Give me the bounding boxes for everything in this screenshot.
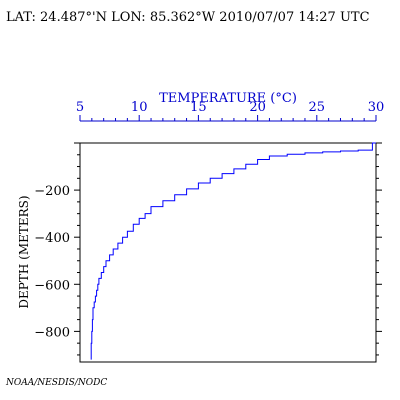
y-axis-title: DEPTH (METERS) bbox=[17, 195, 31, 308]
plot-frame bbox=[79, 142, 377, 363]
x-tick-label: 25 bbox=[309, 100, 326, 115]
profile-location-header: LAT: 24.487°'N LON: 85.362°W 2010/07/07 … bbox=[6, 10, 370, 25]
y-tick-label: −600 bbox=[34, 278, 70, 293]
x-axis-title: TEMPERATURE (°C) bbox=[159, 91, 297, 106]
y-tick-label: −800 bbox=[34, 325, 70, 340]
plot-layer bbox=[90, 142, 376, 360]
x-tick-label: 20 bbox=[249, 100, 266, 115]
x-tick-label: 30 bbox=[368, 100, 385, 115]
axis-layer: TEMPERATURE (°C) 5 10 15 20 25 30 −200 −400 −60… bbox=[17, 91, 384, 363]
temperature-profile-line bbox=[90, 142, 376, 360]
x-axis-ticks: 5 10 15 20 25 30 bbox=[76, 100, 384, 121]
x-tick-label: 10 bbox=[131, 100, 148, 115]
data-source-credit: NOAA/NESDIS/NODC bbox=[6, 378, 108, 388]
y-tick-label: −400 bbox=[34, 231, 70, 246]
x-tick-label: 15 bbox=[190, 100, 207, 115]
y-axis-ticks: −200 −400 −600 −800 bbox=[34, 142, 382, 356]
y-tick-label: −200 bbox=[34, 184, 70, 199]
x-tick-label: 5 bbox=[76, 100, 84, 115]
